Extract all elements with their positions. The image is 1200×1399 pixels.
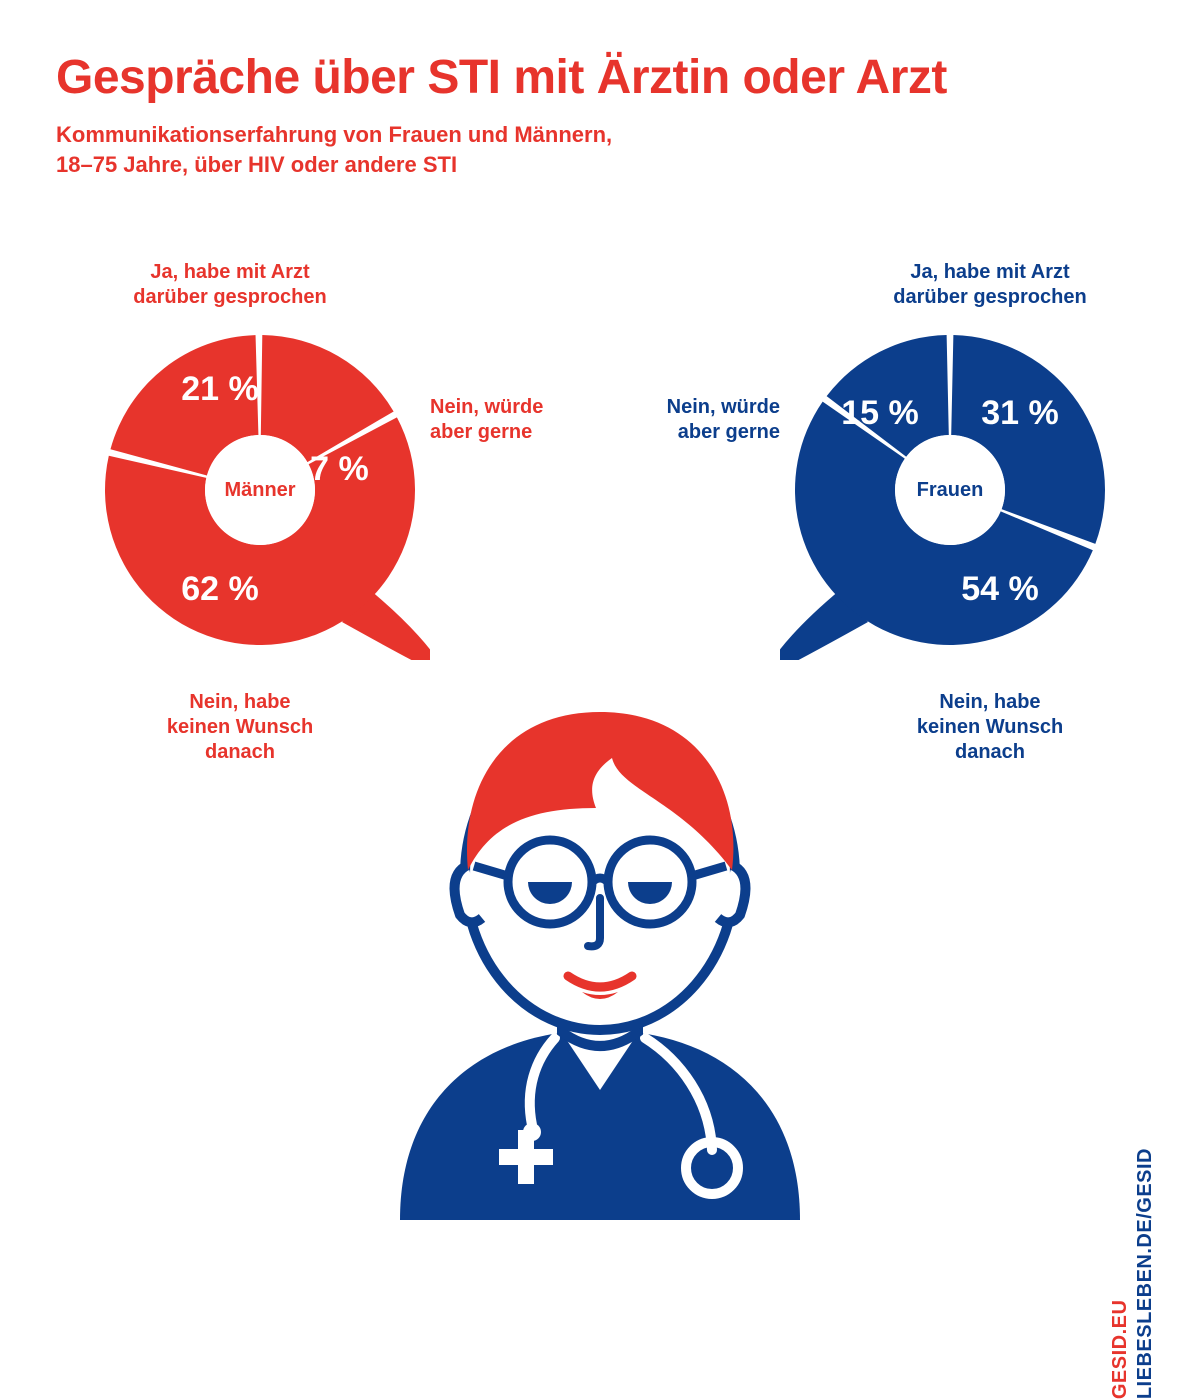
page-title: Gespräche über STI mit Ärztin oder Arzt bbox=[56, 50, 947, 105]
men-slice-pct-yes: 21 % bbox=[160, 370, 280, 409]
men-slice-label-yes: Ja, habe mit Arztdarüber gesprochen bbox=[120, 260, 340, 310]
donut-chart-women: Frauen bbox=[780, 320, 1120, 660]
credit-line-1: GESID.EU bbox=[1108, 1148, 1133, 1399]
men-slice-pct-would: 17 % bbox=[270, 450, 390, 489]
page-subtitle: Kommunikationserfahrung von Frauen und M… bbox=[56, 120, 612, 179]
women-slice-pct-would: 15 % bbox=[820, 394, 940, 433]
donut-center-label-women: Frauen bbox=[895, 435, 1005, 545]
credit-line-2: LIEBESLEBEN.DE/GESID bbox=[1133, 1148, 1158, 1399]
doctor-icon bbox=[350, 660, 850, 1220]
women-slice-pct-no: 54 % bbox=[940, 570, 1060, 609]
credits-block: GESID.EU LIEBESLEBEN.DE/GESID bbox=[1108, 1148, 1158, 1399]
men-slice-pct-no: 62 % bbox=[160, 570, 280, 609]
women-slice-pct-yes: 31 % bbox=[960, 394, 1080, 433]
women-slice-label-no: Nein, habekeinen Wunschdanach bbox=[880, 690, 1100, 765]
women-slice-label-yes: Ja, habe mit Arztdarüber gesprochen bbox=[880, 260, 1100, 310]
women-slice-label-would: Nein, würdeaber gerne bbox=[590, 395, 780, 445]
men-slice-label-no: Nein, habekeinen Wunschdanach bbox=[130, 690, 350, 765]
